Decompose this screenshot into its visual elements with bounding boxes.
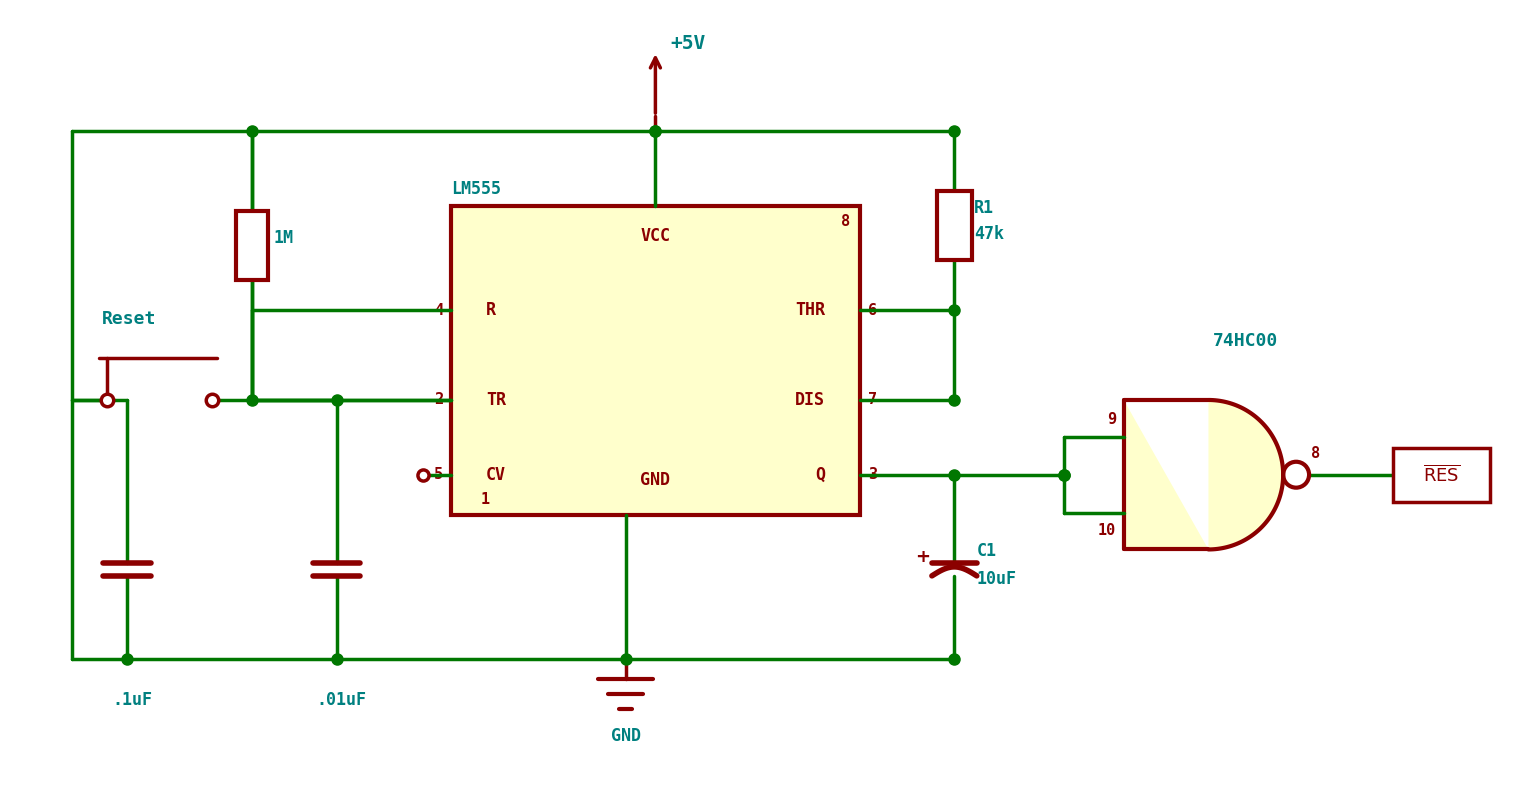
- Text: +: +: [915, 549, 930, 567]
- Text: 8: 8: [1310, 446, 1320, 461]
- Text: .01uF: .01uF: [317, 691, 366, 709]
- Text: GND: GND: [640, 471, 671, 489]
- Polygon shape: [1124, 400, 1283, 550]
- Text: GND: GND: [611, 727, 640, 745]
- Text: 7: 7: [867, 392, 877, 407]
- Text: THR: THR: [795, 301, 824, 319]
- Text: 2: 2: [434, 392, 443, 407]
- Text: Reset: Reset: [103, 310, 157, 328]
- Text: 5: 5: [434, 467, 443, 482]
- Bar: [451, 206, 860, 514]
- Text: C1: C1: [977, 542, 997, 560]
- Text: 47k: 47k: [974, 225, 1004, 243]
- Text: TR: TR: [486, 391, 506, 409]
- Text: 1: 1: [481, 491, 491, 506]
- Bar: [937, 191, 972, 261]
- Text: 10: 10: [1098, 523, 1115, 538]
- Bar: [1393, 447, 1490, 502]
- Text: VCC: VCC: [640, 227, 671, 245]
- Text: R: R: [486, 301, 495, 319]
- Text: 10uF: 10uF: [977, 571, 1017, 588]
- Text: 4: 4: [434, 303, 443, 318]
- Text: R1: R1: [974, 199, 994, 217]
- Text: +5V: +5V: [671, 34, 706, 53]
- Text: 3: 3: [867, 467, 877, 482]
- Text: 8: 8: [841, 214, 849, 228]
- Text: 6: 6: [867, 303, 877, 318]
- Text: LM555: LM555: [451, 180, 501, 198]
- Text: .1uF: .1uF: [112, 691, 152, 709]
- Text: 74HC00: 74HC00: [1213, 332, 1278, 350]
- Text: Q: Q: [815, 466, 824, 484]
- Text: 9: 9: [1107, 412, 1115, 427]
- Text: $\overline{\mathsf{RES}}$: $\overline{\mathsf{RES}}$: [1423, 464, 1460, 485]
- Text: 1M: 1M: [274, 228, 294, 246]
- Text: DIS: DIS: [795, 391, 824, 409]
- Text: CV: CV: [486, 466, 506, 484]
- Bar: [235, 210, 268, 280]
